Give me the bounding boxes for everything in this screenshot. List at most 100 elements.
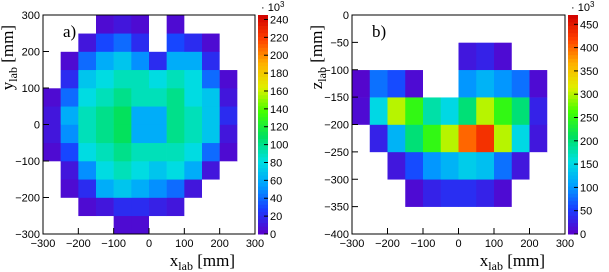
heatmap-cell [237,215,256,235]
colorbar-step [258,51,268,56]
heatmap-cell [96,51,114,71]
colorbar-step [258,142,268,147]
heatmap-cell [184,197,203,217]
heatmap-cell [113,197,132,217]
heatmap-cell [476,97,495,125]
heatmap-cell [78,106,97,125]
heatmap-cell [476,124,495,153]
colorbar-step [568,80,578,85]
colorbar-step [568,22,578,27]
y-tick-label: −150 [324,92,349,104]
heatmap-cell [423,42,442,71]
heatmap-cell [219,51,238,71]
heatmap-cell [405,15,424,43]
colorbar-step [568,204,578,209]
x-tick-label: −200 [375,238,400,250]
heatmap-cell [78,88,97,107]
colorbar-step [568,201,578,206]
heatmap-cell [547,179,566,207]
colorbar-tick-label: 350 [580,66,598,78]
x-tick-label: −100 [101,238,126,250]
colorbar-step [258,80,268,85]
heatmap-cell [78,215,97,235]
heatmap-cell [184,179,203,198]
heatmap-cell [184,51,203,71]
colorbar-step [258,36,268,42]
x-label-unit: [mm] [193,251,235,270]
heatmap-cell [43,69,61,89]
colorbar-step [258,186,268,191]
heatmap-cell [511,69,530,98]
scale-exp: 3 [590,0,595,9]
y-label-sub: lab [315,67,329,82]
heatmap-cell [237,88,256,107]
heatmap-cell [219,215,238,235]
heatmap-cell [60,179,79,198]
colorbar-tick-label: 20 [270,211,282,223]
colorbar-step [568,25,578,31]
colorbar-step [568,113,578,118]
y-tick-label: 0 [343,10,349,22]
heatmap-cell [202,179,220,198]
colorbar-step [258,29,268,34]
heatmap-cell [184,161,203,180]
colorbar-step [258,139,268,144]
colorbar-step [258,153,268,158]
heatmap-cell [60,69,79,89]
heatmap-cell [149,69,167,89]
x-tick-label: 200 [210,238,228,250]
y-tick-label: −100 [15,156,40,168]
heatmap-cell [96,161,114,180]
heatmap-cell [96,197,114,217]
heatmap-cell [131,124,150,144]
heatmap-cell [219,142,238,162]
colorbar-step [568,208,578,213]
x-label-main: x [170,251,179,270]
heatmap-cell [96,179,114,198]
heatmap-cell [60,15,79,34]
heatmap-cell [166,33,185,52]
heatmap-cell [131,33,150,52]
heatmap-cell [219,106,238,125]
heatmap-cell [113,215,132,235]
heatmap-cell [458,124,477,153]
colorbar-step [568,128,578,133]
colorbar-step [258,230,268,235]
heatmap-cell [60,215,79,235]
colorbar-step [568,69,578,74]
heatmap-cell [60,142,79,162]
colorbar-step [568,44,578,49]
heatmap-cell [511,151,530,180]
heatmap-cell [352,151,371,180]
heatmap-cell [184,142,203,162]
colorbar-step [258,91,268,96]
colorbar-step [568,193,578,198]
heatmap-cell [237,106,256,125]
colorbar-tick-label: 0 [270,229,276,241]
y-tick-label: −350 [324,202,349,214]
heatmap-cell [43,51,61,71]
colorbar-step [568,142,578,147]
heatmap-cell [78,179,97,198]
heatmap-cell [113,69,132,89]
colorbar-step [568,15,578,20]
colorbar-step [258,204,268,209]
colorbar-step [258,201,268,206]
heatmap-cell [405,42,424,71]
colorbar-step [568,18,578,23]
y-tick-label: −300 [15,229,40,241]
colorbar-step [258,66,268,71]
colorbar-step [258,131,268,136]
colorbar-step [568,175,578,180]
heatmap-cell [184,33,203,52]
heatmap-cell [166,69,185,89]
colorbar-step [568,215,578,220]
colorbar-step [568,106,578,111]
heatmap-cell [387,179,406,207]
heatmap-cell [131,15,150,34]
heatmap-cell [352,206,371,235]
x-tick-label: 300 [556,238,574,250]
heatmap-cell [405,206,424,235]
colorbar-step [568,40,578,45]
heatmap-cell [237,124,256,144]
